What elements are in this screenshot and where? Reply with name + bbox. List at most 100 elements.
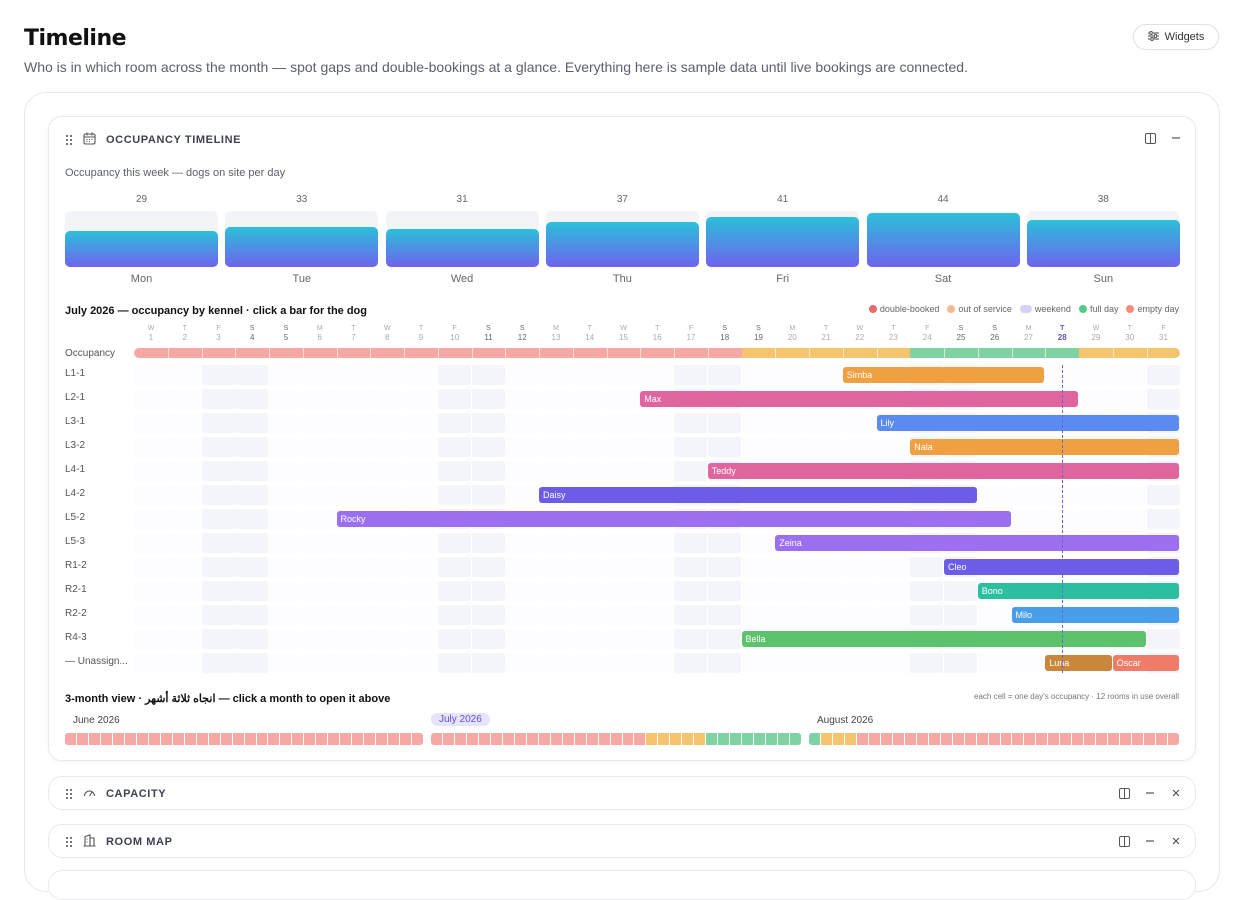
booking-bar[interactable]: Cleo: [944, 559, 1180, 575]
day-cell[interactable]: [302, 413, 336, 433]
minimize-icon[interactable]: [1143, 786, 1157, 800]
day-cell[interactable]: [404, 437, 437, 457]
day-cell[interactable]: [539, 605, 572, 625]
day-cell[interactable]: [674, 557, 707, 577]
day-cell[interactable]: [640, 437, 674, 457]
day-cell[interactable]: [977, 653, 1011, 673]
day-cell[interactable]: [336, 365, 370, 385]
day-cell[interactable]: [336, 581, 370, 601]
day-cell[interactable]: [674, 629, 707, 649]
day-cell[interactable]: [471, 557, 505, 577]
day-cell[interactable]: [1011, 509, 1045, 529]
day-cell[interactable]: [167, 461, 201, 481]
day-cell[interactable]: [134, 461, 167, 481]
day-cell[interactable]: [741, 437, 775, 457]
month-label[interactable]: August 2026: [817, 715, 874, 726]
day-cell[interactable]: [910, 653, 944, 673]
day-cell[interactable]: [167, 653, 201, 673]
day-cell[interactable]: [404, 365, 437, 385]
day-cell[interactable]: [606, 389, 640, 409]
day-cell[interactable]: [370, 533, 404, 553]
day-cell[interactable]: [336, 533, 370, 553]
day-cell[interactable]: [471, 461, 505, 481]
day-cell[interactable]: [235, 485, 269, 505]
day-cell[interactable]: [842, 437, 876, 457]
booking-bar[interactable]: Daisy: [539, 487, 977, 503]
day-cell[interactable]: [167, 629, 201, 649]
day-cell[interactable]: [1112, 509, 1146, 529]
drag-handle-icon[interactable]: [65, 134, 73, 146]
drag-handle-icon[interactable]: [65, 788, 73, 800]
day-cell[interactable]: [437, 485, 471, 505]
day-cell[interactable]: [910, 605, 944, 625]
day-cell[interactable]: [167, 581, 201, 601]
day-cell[interactable]: [505, 533, 539, 553]
day-cell[interactable]: [539, 653, 572, 673]
day-cell[interactable]: [302, 365, 336, 385]
day-cell[interactable]: [505, 413, 539, 433]
day-cell[interactable]: [235, 365, 269, 385]
day-cell[interactable]: [437, 461, 471, 481]
widgets-button[interactable]: Widgets: [1133, 24, 1219, 50]
day-cell[interactable]: [842, 605, 876, 625]
day-cell[interactable]: [302, 437, 336, 457]
day-cell[interactable]: [977, 605, 1011, 625]
day-cell[interactable]: [235, 509, 269, 529]
day-cell[interactable]: [741, 581, 775, 601]
day-cell[interactable]: [336, 437, 370, 457]
day-cell[interactable]: [370, 629, 404, 649]
day-cell[interactable]: [336, 605, 370, 625]
day-cell[interactable]: [269, 485, 302, 505]
day-cell[interactable]: [674, 461, 707, 481]
day-cell[interactable]: [842, 653, 876, 673]
day-cell[interactable]: [876, 437, 910, 457]
day-cell[interactable]: [269, 509, 302, 529]
day-cell[interactable]: [707, 557, 741, 577]
day-cell[interactable]: [539, 437, 572, 457]
day-cell[interactable]: [235, 461, 269, 481]
day-cell[interactable]: [201, 557, 235, 577]
day-cell[interactable]: [269, 389, 302, 409]
day-cell[interactable]: [167, 413, 201, 433]
day-cell[interactable]: [707, 413, 741, 433]
day-cell[interactable]: [235, 389, 269, 409]
day-cell[interactable]: [471, 389, 505, 409]
day-cell[interactable]: [370, 581, 404, 601]
day-cell[interactable]: [269, 581, 302, 601]
day-cell[interactable]: [1112, 389, 1146, 409]
day-cell[interactable]: [640, 533, 674, 553]
day-cell[interactable]: [674, 437, 707, 457]
day-cell[interactable]: [1079, 509, 1112, 529]
day-cell[interactable]: [134, 509, 167, 529]
day-cell[interactable]: [370, 365, 404, 385]
day-cell[interactable]: [876, 581, 910, 601]
day-cell[interactable]: [674, 653, 707, 673]
day-cell[interactable]: [134, 437, 167, 457]
day-cell[interactable]: [201, 389, 235, 409]
drag-handle-icon[interactable]: [65, 836, 73, 848]
day-cell[interactable]: [1079, 365, 1112, 385]
day-cell[interactable]: [336, 629, 370, 649]
day-cell[interactable]: [404, 653, 437, 673]
day-cell[interactable]: [842, 557, 876, 577]
day-cell[interactable]: [572, 365, 606, 385]
day-cell[interactable]: [775, 437, 809, 457]
day-cell[interactable]: [370, 437, 404, 457]
day-cell[interactable]: [134, 557, 167, 577]
day-cell[interactable]: [572, 605, 606, 625]
booking-bar[interactable]: Simba: [842, 367, 1045, 383]
day-cell[interactable]: [269, 557, 302, 577]
day-cell[interactable]: [302, 533, 336, 553]
booking-bar[interactable]: Teddy: [707, 463, 1180, 479]
day-cell[interactable]: [539, 389, 572, 409]
day-cell[interactable]: [707, 437, 741, 457]
day-cell[interactable]: [674, 365, 707, 385]
day-cell[interactable]: [302, 605, 336, 625]
day-cell[interactable]: [1146, 629, 1180, 649]
day-cell[interactable]: [404, 557, 437, 577]
day-cell[interactable]: [201, 653, 235, 673]
day-cell[interactable]: [201, 605, 235, 625]
day-cell[interactable]: [674, 413, 707, 433]
day-cell[interactable]: [809, 653, 842, 673]
day-cell[interactable]: [302, 509, 336, 529]
